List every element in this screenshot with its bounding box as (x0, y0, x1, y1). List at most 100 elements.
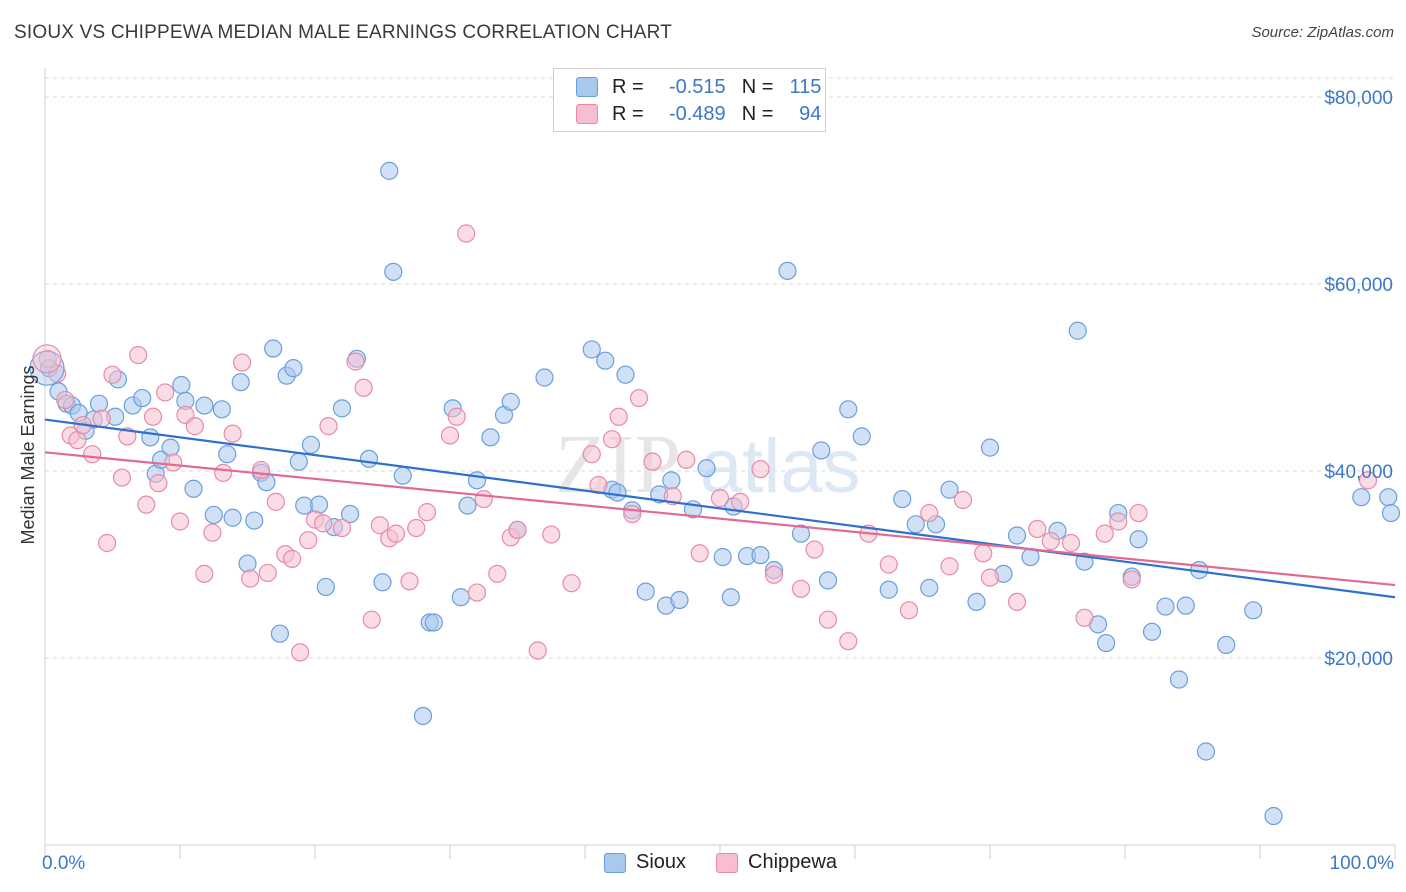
sioux-point (791, 524, 811, 543)
sioux-point (373, 573, 392, 592)
sioux-point (195, 396, 214, 415)
chippewa-point (805, 540, 824, 559)
sioux-point (1142, 622, 1162, 641)
y-tick-label: $60,000 (1324, 275, 1393, 296)
sioux-point (751, 546, 770, 565)
chippewa-point (1109, 512, 1128, 531)
chippewa-trend-line (44, 451, 1396, 587)
sioux-point (309, 495, 329, 514)
legend-label-chippewa: Chippewa (748, 851, 837, 873)
chippewa-point (643, 452, 662, 471)
sioux-point (359, 449, 379, 468)
trend-layer (44, 418, 1396, 599)
sioux-point (713, 547, 732, 567)
chippewa-point (233, 353, 252, 372)
sioux-point (481, 428, 500, 447)
chippewa-point (332, 518, 352, 538)
sioux-point (893, 489, 912, 509)
chippewa-point (258, 563, 277, 583)
chippewa-point (980, 568, 1000, 587)
chippewa-point (953, 490, 973, 510)
sioux-point (839, 400, 858, 419)
sioux-point (458, 496, 477, 515)
r-label: R = (612, 102, 644, 125)
sioux-point (341, 504, 360, 524)
sioux-point (616, 365, 635, 384)
sioux-point (223, 508, 242, 527)
sioux-point (906, 515, 925, 534)
chippewa-r-value: -0.489 (668, 102, 726, 125)
sioux-point (301, 435, 321, 454)
sioux-point (1264, 806, 1283, 826)
sioux-legend-swatch (604, 852, 626, 873)
chippewa-point (38, 349, 57, 368)
chippewa-point (562, 574, 581, 593)
sioux-point (1096, 633, 1116, 653)
sioux-point (608, 483, 627, 502)
chippewa-point (1061, 533, 1081, 553)
sioux-point (812, 441, 831, 460)
sioux-point (172, 375, 191, 395)
sioux-point (967, 592, 986, 612)
chippewa-point (1007, 592, 1027, 612)
chippewa-point (156, 383, 175, 402)
sioux-n-value: 115 (789, 75, 822, 98)
chippewa-point (407, 518, 426, 538)
sioux-point (1169, 670, 1189, 689)
chippewa-point (764, 565, 784, 584)
source-label: Source: ZipAtlas.com (1251, 24, 1394, 41)
sioux-point (231, 373, 250, 392)
chippewa-point (185, 417, 204, 436)
sioux-point (212, 400, 231, 419)
chippewa-point (1028, 519, 1047, 539)
chippewa-point (542, 525, 561, 544)
chippewa-point (1075, 608, 1094, 627)
sioux-point (1352, 488, 1371, 507)
sioux-r-value: -0.515 (668, 75, 726, 98)
sioux-point (141, 428, 160, 447)
sioux-point (940, 480, 959, 499)
chippewa-point (282, 549, 302, 568)
legend-item-chippewa: Chippewa (716, 851, 837, 874)
sioux-point (133, 388, 152, 408)
y-tick-label: $40,000 (1324, 462, 1393, 483)
sioux-point (1068, 321, 1087, 340)
chart-title: SIOUX VS CHIPPEWA MEDIAN MALE EARNINGS C… (14, 22, 673, 43)
y-tick-label: $80,000 (1324, 88, 1393, 109)
sioux-point (1381, 503, 1401, 523)
chippewa-point (223, 424, 242, 443)
chippewa-point (690, 544, 709, 563)
chippewa-point (474, 489, 493, 509)
sioux-point (89, 394, 109, 413)
chippewa-point (609, 407, 628, 426)
sioux-point-large (29, 350, 65, 386)
sioux-point (980, 438, 1000, 457)
chippewa-point (899, 601, 919, 620)
chippewa-point (346, 352, 365, 371)
chippewa-point (195, 564, 214, 583)
x-tick-label-max: 100.0% (1330, 853, 1395, 874)
chippewa-point (629, 388, 649, 408)
chippewa-point (663, 487, 682, 506)
chippewa-point (710, 489, 730, 508)
sioux-point (778, 261, 797, 281)
chippewa-point (83, 445, 102, 464)
sioux-point (284, 359, 303, 378)
sioux-point (920, 578, 939, 597)
sioux-point (879, 580, 898, 599)
correlation-legend: R = -0.515 N = 115 R = -0.489 N = 94 (553, 68, 826, 132)
chippewa-point (291, 643, 310, 662)
sioux-point (424, 613, 443, 632)
r-label: R = (612, 75, 644, 98)
sioux-point (818, 571, 838, 590)
chippewa-point (203, 523, 222, 542)
sioux-point (582, 340, 601, 359)
n-label: N = (741, 102, 774, 125)
chippewa-point (1095, 524, 1114, 543)
sioux-point (380, 161, 399, 180)
chippewa-point (1358, 471, 1378, 490)
sioux-point (1379, 488, 1398, 507)
chippewa-swatch (576, 104, 598, 124)
chippewa-point (1129, 503, 1148, 523)
